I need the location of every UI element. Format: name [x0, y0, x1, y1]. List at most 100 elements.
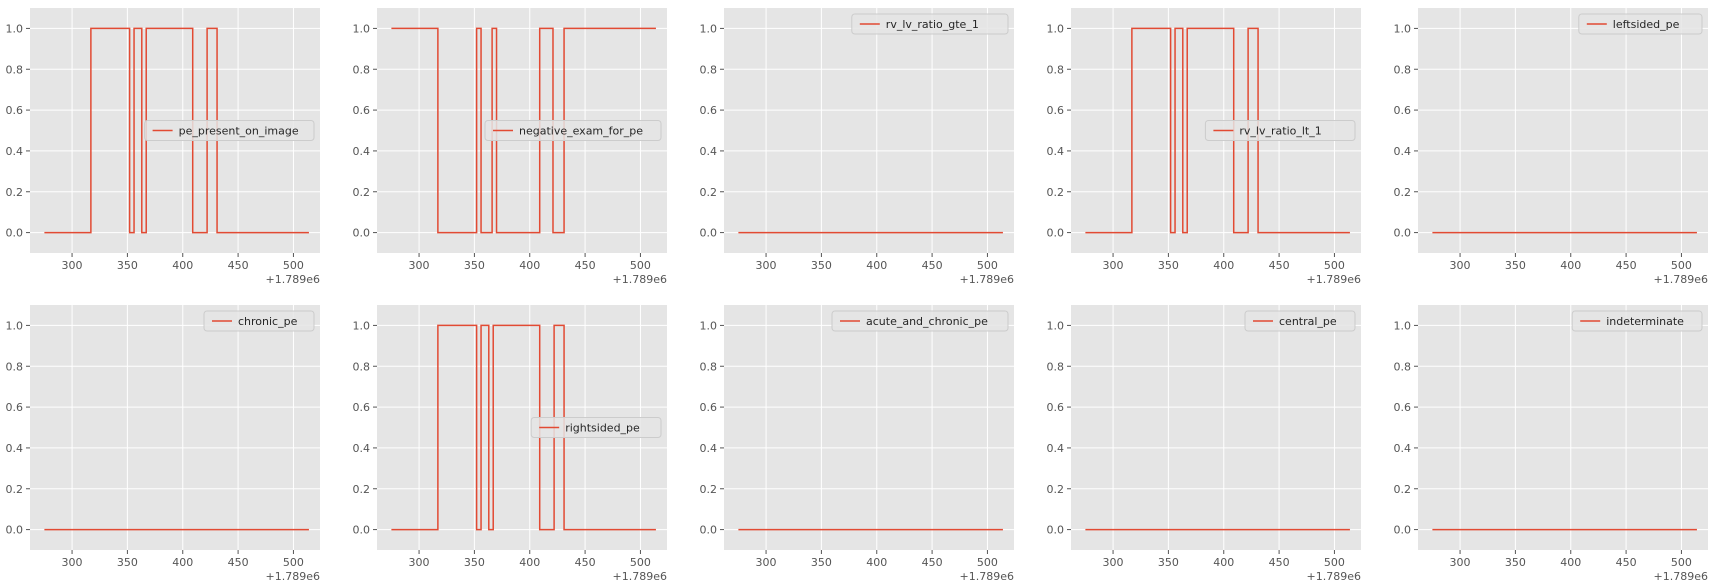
x-tick-label: 500	[1671, 259, 1692, 272]
subplot-6: 300 350 400 450 500 0.0 0.2 0.4 0.6 0.8 1.0 +1.789e…	[6, 305, 320, 583]
legend-box	[831, 310, 1009, 332]
x-tick-label: 450	[922, 556, 943, 569]
x-tick-label: 300	[756, 556, 777, 569]
y-tick-label: 0.6	[1394, 104, 1412, 117]
y-tick-label: 1.0	[700, 319, 718, 332]
x-tick-label: 300	[1450, 259, 1471, 272]
x-tick-label: 450	[575, 556, 596, 569]
x-offset-label: +1.789e6	[613, 273, 667, 286]
y-tick-label: 0.0	[1047, 524, 1065, 537]
legend: rightsided_pe	[530, 417, 662, 438]
x-tick-label: 400	[866, 259, 887, 272]
y-tick-label: 0.2	[1394, 483, 1412, 496]
y-tick-label: 0.6	[1394, 401, 1412, 414]
x-offset-label: +1.789e6	[960, 273, 1014, 286]
x-tick-label: 400	[172, 259, 193, 272]
subplot-7: 300 350 400 450 500 0.0 0.2 0.4 0.6 0.8 1.0 +1.789e…	[353, 305, 667, 583]
y-tick-label: 0.8	[1394, 360, 1412, 373]
y-tick-label: 0.0	[700, 227, 718, 240]
legend: central_pe	[1244, 310, 1356, 332]
legend: leftsided_pe	[1578, 13, 1703, 35]
x-tick-label: 350	[1505, 259, 1526, 272]
legend-box	[1571, 310, 1703, 332]
subplot-5: 300 350 400 450 500 0.0 0.2 0.4 0.6 0.8 1.0 +1.789e…	[1394, 8, 1708, 286]
legend: rv_lv_ratio_gte_1	[851, 13, 1009, 35]
y-tick-label: 0.6	[1047, 401, 1065, 414]
y-tick-label: 0.8	[353, 360, 371, 373]
y-tick-label: 0.2	[6, 483, 24, 496]
x-tick-label: 300	[756, 259, 777, 272]
plot-area	[1071, 305, 1361, 550]
legend-label: acute_and_chronic_pe	[866, 315, 988, 328]
x-offset-label: +1.789e6	[1654, 570, 1708, 583]
x-tick-label: 450	[1269, 259, 1290, 272]
legend-box	[851, 13, 1009, 35]
y-tick-label: 0.4	[6, 145, 24, 158]
y-tick-label: 0.0	[700, 524, 718, 537]
legend-label: rightsided_pe	[565, 422, 640, 435]
y-tick-label: 0.0	[6, 227, 24, 240]
x-offset-label: +1.789e6	[1307, 273, 1361, 286]
x-tick-label: 450	[1616, 556, 1637, 569]
legend-label: pe_present_on_image	[179, 125, 299, 138]
y-tick-label: 0.8	[1047, 63, 1065, 76]
series-line-rightsided-pe	[391, 324, 656, 531]
y-tick-label: 0.2	[700, 186, 718, 199]
y-tick-label: 0.6	[1047, 104, 1065, 117]
legend: negative_exam_for_pe	[484, 120, 662, 141]
y-tick-label: 0.8	[6, 360, 24, 373]
y-tick-label: 1.0	[1047, 319, 1065, 332]
x-tick-label: 300	[1103, 556, 1124, 569]
y-tick-label: 0.6	[6, 104, 24, 117]
series-line-rv-lv-ratio-lt-1	[1085, 27, 1350, 234]
legend-box	[530, 417, 662, 438]
x-offset-label: +1.789e6	[960, 570, 1014, 583]
y-tick-label: 0.0	[353, 524, 371, 537]
x-tick-label: 400	[1213, 259, 1234, 272]
subplot-8: 300 350 400 450 500 0.0 0.2 0.4 0.6 0.8 1.0 +1.789e…	[700, 305, 1014, 583]
x-tick-label: 350	[811, 259, 832, 272]
legend-box	[484, 120, 662, 141]
x-tick-label: 500	[630, 556, 651, 569]
x-tick-label: 500	[1671, 556, 1692, 569]
legend: pe_present_on_image	[144, 120, 315, 141]
y-tick-label: 0.4	[1394, 442, 1412, 455]
y-tick-label: 0.8	[1394, 63, 1412, 76]
y-tick-label: 0.6	[353, 401, 371, 414]
y-tick-label: 0.4	[1047, 442, 1065, 455]
x-offset-label: +1.789e6	[266, 273, 320, 286]
x-tick-label: 450	[1616, 259, 1637, 272]
y-tick-label: 0.4	[1047, 145, 1065, 158]
y-tick-label: 1.0	[700, 22, 718, 35]
y-tick-label: 0.4	[353, 145, 371, 158]
x-tick-label: 450	[1269, 556, 1290, 569]
x-tick-label: 350	[117, 556, 138, 569]
legend-label: leftsided_pe	[1613, 18, 1680, 31]
subplot-9: 300 350 400 450 500 0.0 0.2 0.4 0.6 0.8 1.0 +1.789e…	[1047, 305, 1361, 583]
y-tick-label: 0.0	[1394, 227, 1412, 240]
subplot-1: 300 350 400 450 500 0.0 0.2 0.4 0.6 0.8 1.0 +1.789e…	[6, 8, 320, 286]
x-tick-label: 400	[519, 259, 540, 272]
legend-label: rv_lv_ratio_gte_1	[886, 18, 979, 31]
y-tick-label: 0.2	[353, 483, 371, 496]
x-tick-label: 350	[1158, 259, 1179, 272]
y-tick-label: 0.2	[700, 483, 718, 496]
x-tick-label: 500	[977, 556, 998, 569]
x-tick-label: 450	[922, 259, 943, 272]
y-tick-label: 0.6	[353, 104, 371, 117]
legend-box	[1204, 120, 1356, 141]
x-tick-label: 300	[1103, 259, 1124, 272]
y-tick-label: 0.4	[353, 442, 371, 455]
x-tick-label: 350	[1158, 556, 1179, 569]
y-tick-label: 0.2	[353, 186, 371, 199]
subplot-2: 300 350 400 450 500 0.0 0.2 0.4 0.6 0.8 1.0 +1.789e…	[353, 8, 667, 286]
y-tick-label: 0.6	[6, 401, 24, 414]
y-tick-label: 0.8	[1047, 360, 1065, 373]
legend-label: rv_lv_ratio_lt_1	[1239, 125, 1321, 138]
y-tick-label: 0.0	[1394, 524, 1412, 537]
legend: acute_and_chronic_pe	[831, 310, 1009, 332]
y-tick-label: 0.6	[700, 104, 718, 117]
plot-area	[30, 305, 320, 550]
legend: indeterminate	[1571, 310, 1703, 332]
